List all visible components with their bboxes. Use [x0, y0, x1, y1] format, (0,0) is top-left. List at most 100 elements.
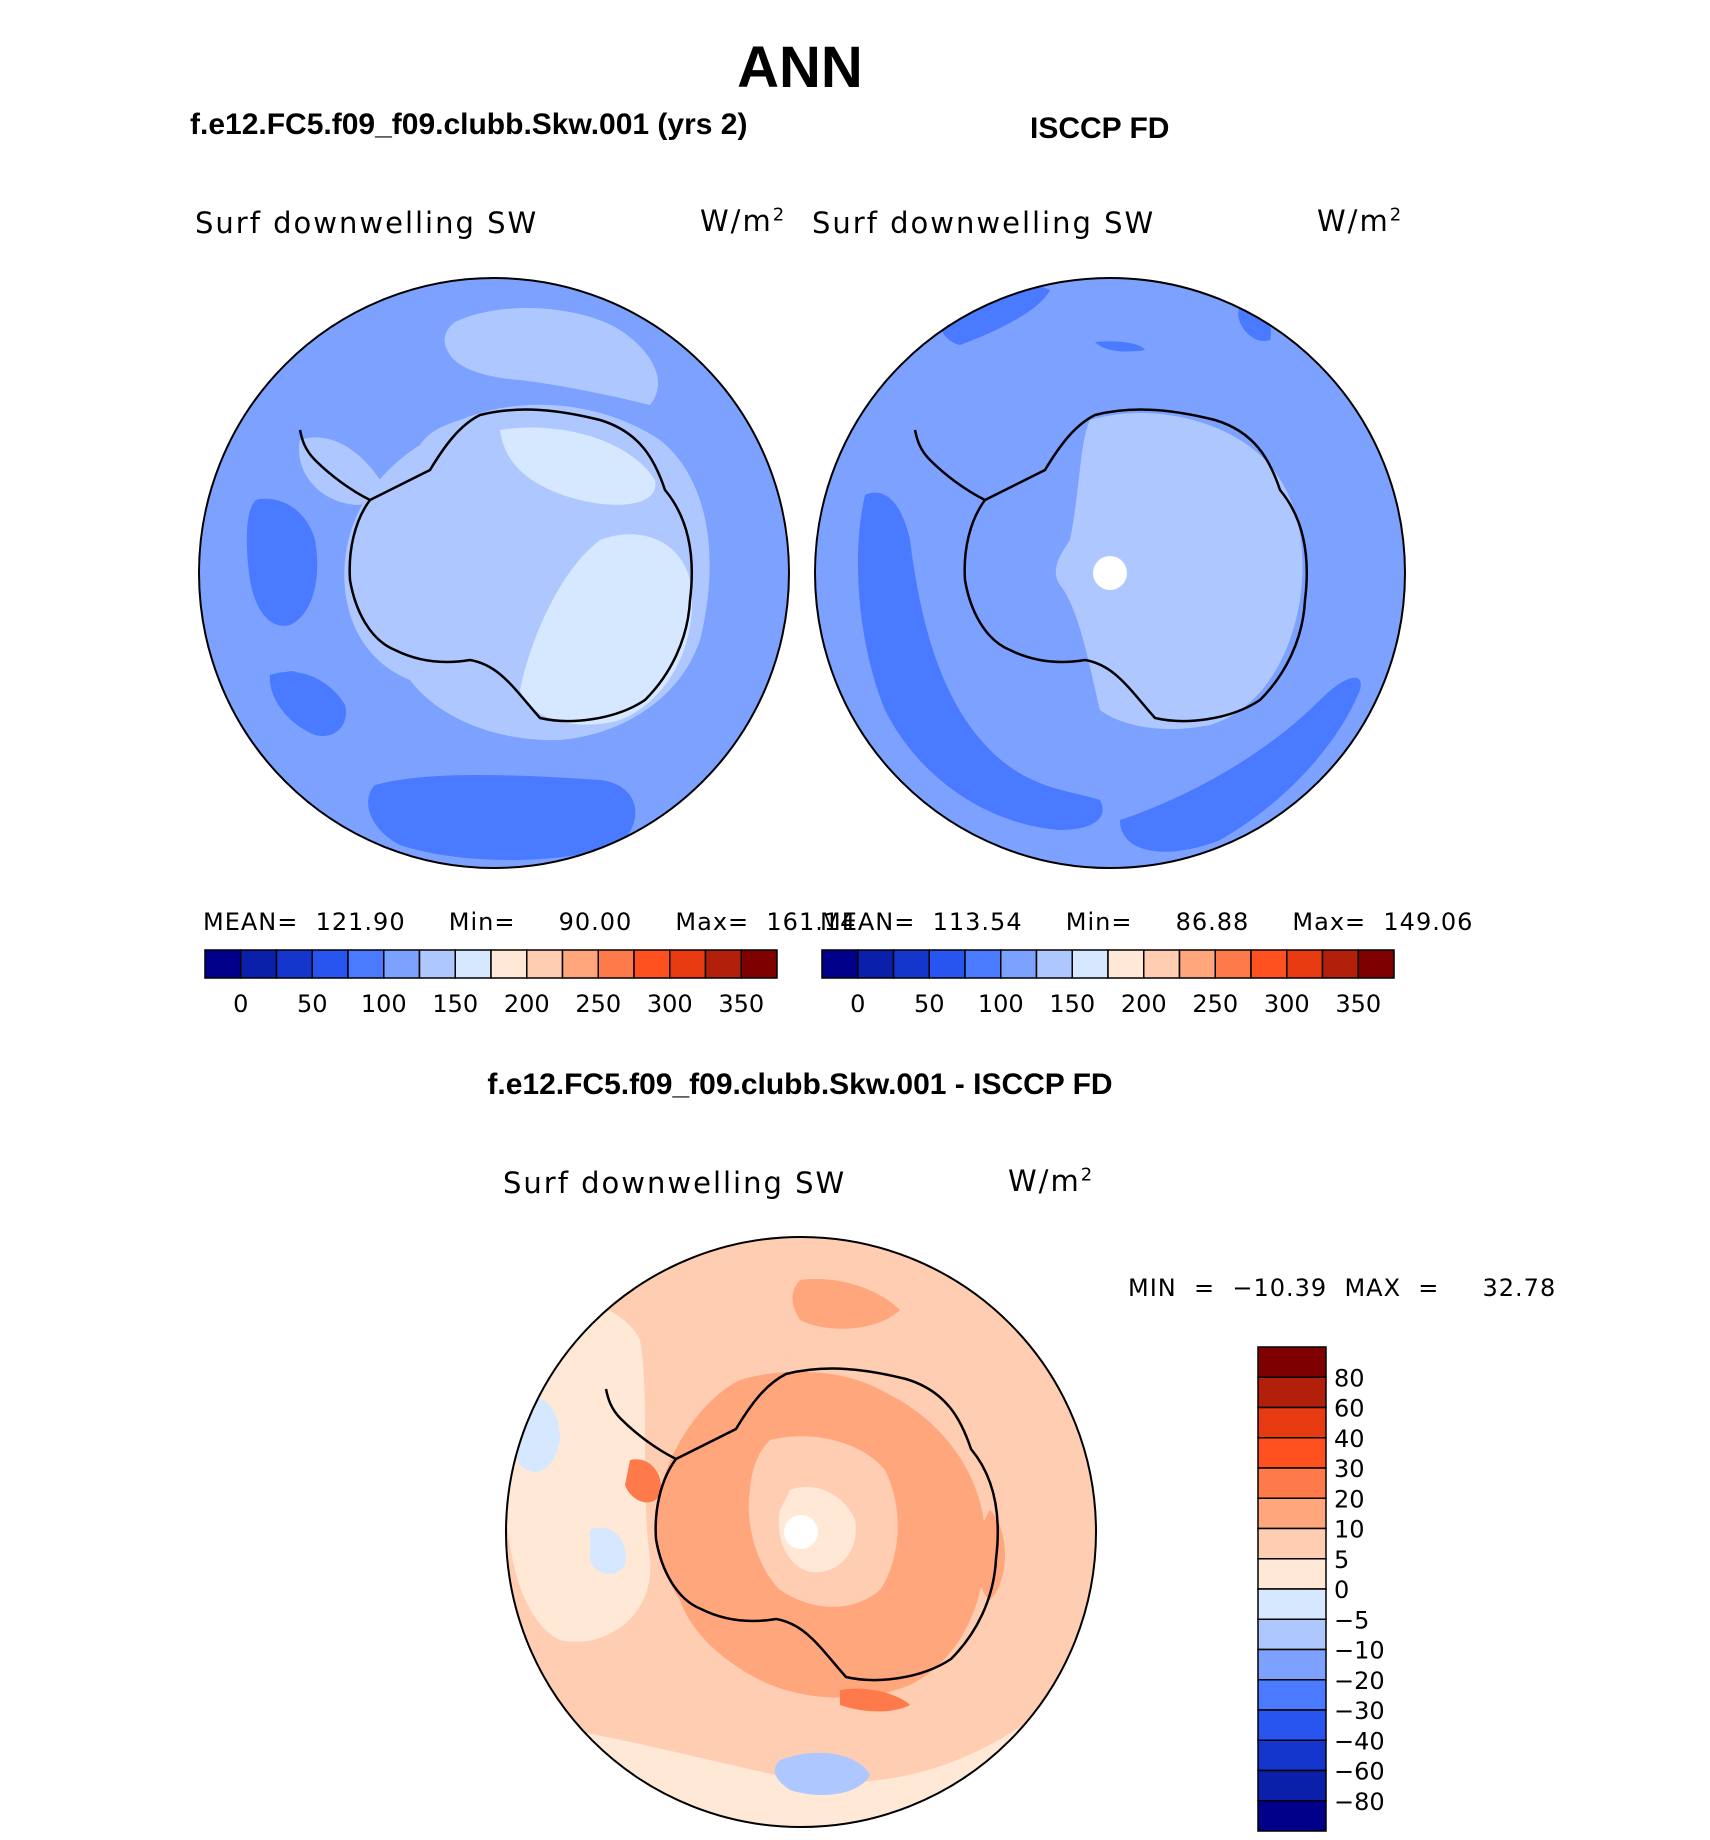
panel3-title: f.e12.FC5.f09_f09.clubb.Skw.001 - ISCCP …	[487, 1068, 1113, 1101]
panel3-colorbar-bin	[1257, 1406, 1327, 1439]
map2-border	[814, 277, 1406, 869]
panel2-colorbar-bin	[1321, 949, 1359, 979]
panel3-units-sup: 2	[1080, 1164, 1093, 1186]
map1-region-west-dark	[246, 498, 318, 626]
panel1-colorbar-tick-label: 100	[361, 990, 407, 1018]
panel1-colorbar-bin	[311, 949, 349, 979]
map1-region-plateau-lighter	[520, 534, 692, 725]
panel2-colorbar-bin	[1071, 949, 1109, 979]
panel2-title: ISCCP FD	[1030, 112, 1170, 145]
panel3-colorbar-tick-label: 30	[1334, 1455, 1365, 1483]
map-panel3	[505, 1236, 1097, 1828]
panel1-colorbar-tick-label: 0	[233, 990, 248, 1018]
panel2-colorbar-bin	[821, 949, 859, 979]
panel2-colorbar-bin	[1286, 949, 1324, 979]
panel1-colorbar-bin	[704, 949, 742, 979]
panel3-colorbar-bin	[1257, 1618, 1327, 1651]
panel3-units: W/m	[1008, 1164, 1081, 1198]
panel1-colorbar-tick-label: 250	[575, 990, 621, 1018]
panel1-colorbar-bin	[561, 949, 599, 979]
panel3-colorbar-tick-label: 5	[1334, 1546, 1349, 1574]
panel2-units: W/m	[1317, 204, 1390, 238]
map1-region-peninsula-light	[299, 437, 381, 505]
panel1-stats: MEAN= 121.90 Min= 90.00 Max= 161.14	[203, 908, 857, 936]
map-panel1	[198, 277, 790, 869]
map1-peninsula-coast	[298, 429, 371, 502]
panel3-colorbar-tick-label: −5	[1334, 1606, 1369, 1634]
panel3-colorbar-bin	[1257, 1346, 1327, 1378]
panel3-colorbar-tick-label: −60	[1334, 1758, 1385, 1786]
panel2-colorbar-tick-label: 100	[978, 990, 1024, 1018]
panel3-colorbar-bin	[1257, 1467, 1327, 1499]
map3-pole-hole	[784, 1515, 818, 1549]
map3-region-coast-red	[840, 1688, 910, 1712]
panel1-colorbar-bin	[275, 949, 313, 979]
panel2-colorbar-tick-label: 200	[1121, 990, 1167, 1018]
panel2-colorbar-tick-label: 250	[1192, 990, 1238, 1018]
panel1-colorbar-tick-label: 300	[647, 990, 693, 1018]
panel3-colorbar-bin	[1257, 1588, 1327, 1620]
panel2-colorbar-bin	[1143, 949, 1181, 979]
panel1-units-label: W/m2	[700, 204, 784, 238]
panel3-colorbar-tick-label: 60	[1334, 1395, 1365, 1423]
panel1-colorbar-bin	[633, 949, 671, 979]
map2-region-west-dark	[857, 492, 1103, 830]
panel1-colorbar-bin	[740, 949, 778, 979]
panel1-colorbar-tick-label: 150	[432, 990, 478, 1018]
panel2-colorbar-bin	[1107, 949, 1145, 979]
panel3-colorbar-tick-label: −80	[1334, 1788, 1385, 1816]
panel2-units-label: W/m2	[1317, 204, 1401, 238]
panel2-stats: MEAN= 113.54 Min= 86.88 Max= 149.06	[820, 908, 1474, 936]
figure-title: ANN	[737, 35, 863, 100]
panel3-colorbar-bin	[1257, 1648, 1327, 1681]
map1-region-south-dark	[368, 775, 636, 860]
panel3-colorbar-tick-label: 40	[1334, 1425, 1365, 1453]
panel1-colorbar-bin	[669, 949, 707, 979]
map1-region-east-lighter	[500, 427, 656, 505]
map1-border	[198, 277, 790, 869]
panel3-colorbar-tick-label: 0	[1334, 1576, 1349, 1604]
colorbar-panel1: 0 50 100 150 200 250 300 350	[204, 949, 778, 1018]
panel1-colorbar-bin	[597, 949, 635, 979]
panel2-colorbar-bin	[964, 949, 1002, 979]
panel1-colorbar-bin	[240, 949, 278, 979]
panel2-variable-label: Surf downwelling SW	[812, 206, 1156, 240]
panel1-title: f.e12.FC5.f09_f09.clubb.Skw.001 (yrs 2)	[190, 108, 748, 141]
panel2-colorbar-tick-label: 50	[914, 990, 945, 1018]
panel1-colorbar-bin	[418, 949, 456, 979]
panel1-colorbar-bin	[204, 949, 242, 979]
panel3-colorbar-tick-label: −40	[1334, 1727, 1385, 1755]
panel2-colorbar-bin	[928, 949, 966, 979]
panel1-colorbar-tick-label: 50	[297, 990, 328, 1018]
map3-region-north-orange	[792, 1279, 900, 1329]
map1-region-north-light	[444, 308, 659, 405]
panel3-colorbar-tick-label: 80	[1334, 1364, 1365, 1392]
panel1-variable-label: Surf downwelling SW	[195, 206, 539, 240]
panel2-colorbar-bin	[1250, 949, 1288, 979]
panel2-colorbar-bin	[892, 949, 930, 979]
panel2-colorbar-tick-label: 0	[850, 990, 865, 1018]
map2-region-streak	[1095, 341, 1145, 352]
panel1-colorbar-tick-label: 200	[504, 990, 550, 1018]
panel1-colorbar-bin	[383, 949, 421, 979]
map2-region-antarctica-light	[1055, 412, 1303, 730]
panel2-colorbar-bin	[1000, 949, 1038, 979]
panel3-colorbar-bin	[1257, 1709, 1327, 1741]
panel1-colorbar-bin	[347, 949, 385, 979]
map3-region-peninsula-red	[625, 1459, 661, 1503]
panel3-colorbar-bin	[1257, 1800, 1327, 1832]
map1-region-spot	[280, 671, 301, 687]
panel3-colorbar-bin	[1257, 1376, 1327, 1409]
map1-region-southwest-dark	[269, 671, 346, 736]
panel2-colorbar-bin	[1178, 949, 1216, 979]
map3-peninsula-coast	[604, 1388, 677, 1461]
panel1-units: W/m	[700, 204, 773, 238]
map3-region-south-blue2	[774, 1752, 870, 1795]
panel2-colorbar-bin	[1357, 949, 1395, 979]
panel1-colorbar-bin	[490, 949, 528, 979]
map2-region-southeast-dark	[1120, 677, 1361, 852]
panel2-colorbar-tick-label: 350	[1335, 990, 1381, 1018]
panel3-colorbar-bin	[1257, 1558, 1327, 1590]
